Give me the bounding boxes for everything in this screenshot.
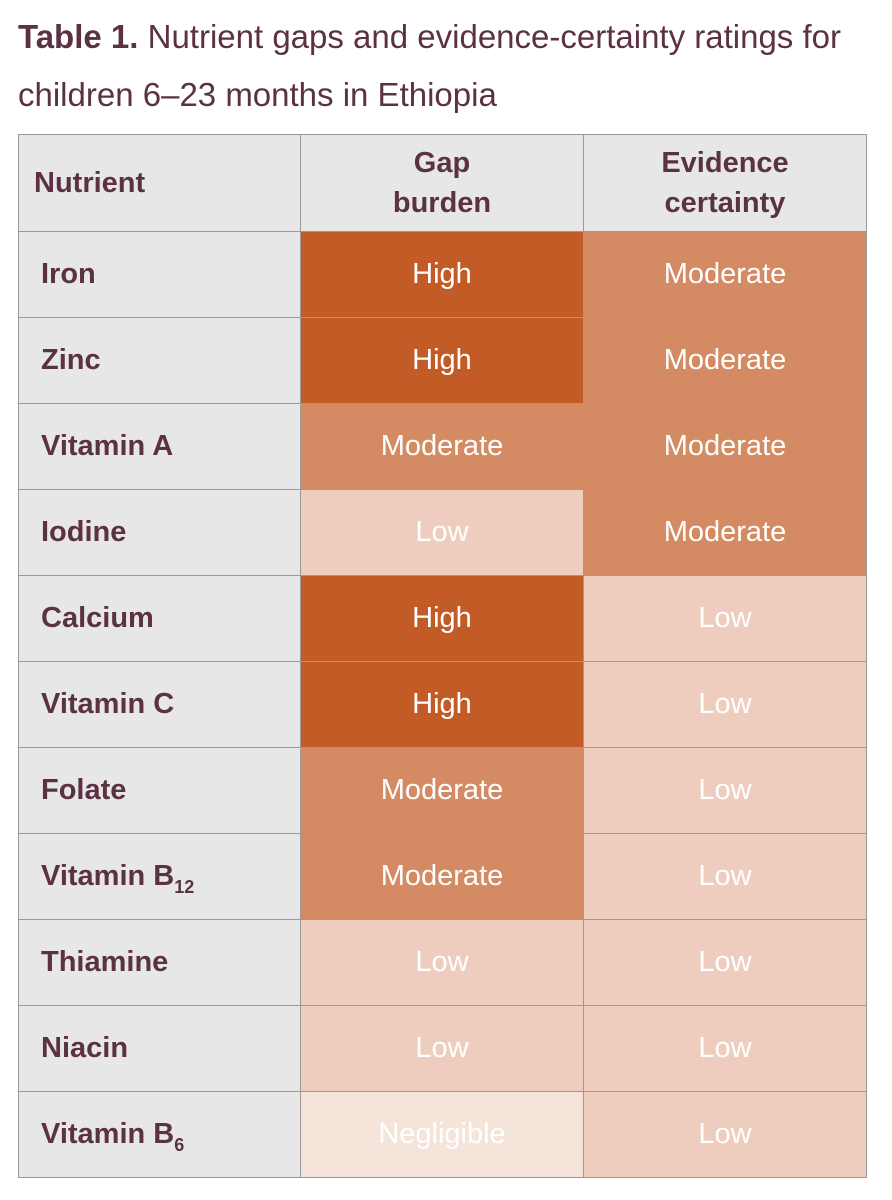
table-body: Iron High Moderate Zinc High Moderate Vitamin … (18, 231, 867, 1178)
nutrient-name: Niacin (41, 1032, 129, 1064)
nutrient-table: Nutrient Gap burden Evidence certainty Iro… (18, 134, 867, 1178)
nutrient-name: Calcium (41, 602, 154, 634)
table-row: Vitamin C High Low (18, 661, 867, 748)
nutrient-cell: Iron (18, 231, 301, 318)
nutrient-subscript: 6 (174, 1135, 185, 1155)
nutrient-cell: Niacin (18, 1005, 301, 1092)
evidence-certainty-cell: Low (583, 661, 867, 748)
gap-burden-cell: High (300, 575, 584, 662)
nutrient-subscript: 12 (174, 877, 195, 897)
table-row: Vitamin B6 Negligible Low (18, 1091, 867, 1178)
nutrient-name: Thiamine (41, 946, 169, 978)
nutrient-name: Vitamin B (41, 1118, 175, 1150)
evidence-certainty-cell: Moderate (583, 231, 867, 318)
nutrient-cell: Calcium (18, 575, 301, 662)
table-caption: Table 1. Nutrient gaps and evidence-cert… (18, 8, 888, 124)
nutrient-name: Vitamin C (41, 688, 175, 720)
table-row: Zinc High Moderate (18, 317, 867, 404)
nutrient-name: Vitamin A (41, 430, 174, 462)
evidence-certainty-cell: Low (583, 919, 867, 1006)
table-row: Vitamin A Moderate Moderate (18, 403, 867, 490)
nutrient-cell: Vitamin C (18, 661, 301, 748)
header-gap-burden: Gap burden (300, 134, 584, 232)
table-row: Vitamin B12 Moderate Low (18, 833, 867, 920)
nutrient-cell: Vitamin B12 (18, 833, 301, 920)
evidence-certainty-cell: Low (583, 747, 867, 834)
nutrient-cell: Vitamin A (18, 403, 301, 490)
header-evidence-certainty: Evidence certainty (583, 134, 867, 232)
gap-burden-cell: High (300, 661, 584, 748)
gap-burden-cell: High (300, 317, 584, 404)
nutrient-name: Iron (41, 258, 96, 290)
nutrient-cell: Thiamine (18, 919, 301, 1006)
caption-text: Nutrient gaps and evidence-certainty rat… (18, 18, 841, 113)
nutrient-cell: Vitamin B6 (18, 1091, 301, 1178)
evidence-certainty-cell: Moderate (583, 489, 867, 576)
evidence-certainty-cell: Low (583, 833, 867, 920)
gap-burden-cell: Moderate (300, 833, 584, 920)
table-row: Niacin Low Low (18, 1005, 867, 1092)
nutrient-name: Vitamin B (41, 860, 175, 892)
header-evidence-line2: certainty (664, 187, 786, 219)
nutrient-name: Folate (41, 774, 127, 806)
evidence-certainty-cell: Low (583, 575, 867, 662)
gap-burden-cell: Low (300, 1005, 584, 1092)
nutrient-cell: Folate (18, 747, 301, 834)
table-row: Folate Moderate Low (18, 747, 867, 834)
gap-burden-cell: Low (300, 919, 584, 1006)
header-gap-line1: Gap (413, 147, 471, 179)
header-gap-line2: burden (392, 187, 492, 219)
header-nutrient: Nutrient (18, 134, 301, 232)
evidence-certainty-cell: Moderate (583, 317, 867, 404)
evidence-certainty-cell: Low (583, 1005, 867, 1092)
table-row: Thiamine Low Low (18, 919, 867, 1006)
gap-burden-cell: Negligible (300, 1091, 584, 1178)
table-row: Iodine Low Moderate (18, 489, 867, 576)
gap-burden-cell: High (300, 231, 584, 318)
gap-burden-cell: Moderate (300, 747, 584, 834)
header-evidence-line1: Evidence (661, 147, 789, 179)
evidence-certainty-cell: Moderate (583, 403, 867, 490)
nutrient-cell: Zinc (18, 317, 301, 404)
table-row: Calcium High Low (18, 575, 867, 662)
nutrient-cell: Iodine (18, 489, 301, 576)
evidence-certainty-cell: Low (583, 1091, 867, 1178)
gap-burden-cell: Moderate (300, 403, 584, 490)
nutrient-name: Zinc (41, 344, 101, 376)
gap-burden-cell: Low (300, 489, 584, 576)
table-row: Iron High Moderate (18, 231, 867, 318)
nutrient-name: Iodine (41, 516, 127, 548)
caption-lead: Table 1. (18, 18, 139, 55)
header-row: Nutrient Gap burden Evidence certainty (18, 134, 867, 232)
